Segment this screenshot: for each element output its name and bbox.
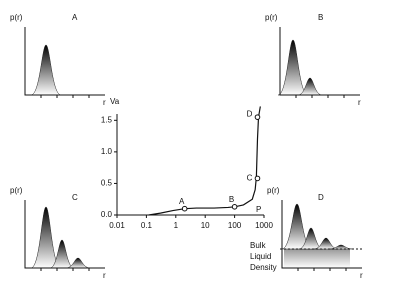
inset: p(r) Br: [265, 13, 361, 107]
peak: [30, 44, 62, 96]
bulk-label: Density: [250, 263, 277, 272]
inset-axes: [24, 27, 105, 96]
x-tick-label: 10: [201, 221, 210, 230]
bulk-fill: [284, 249, 350, 268]
point-label: A: [179, 197, 185, 206]
state-point: [181, 205, 188, 212]
inset: p(r) Dr Bulk Liquid Density: [250, 186, 363, 280]
curve: [148, 106, 261, 216]
bulk-label: Bulk: [250, 241, 267, 250]
main-chart: 0.0 0.5 1.0 1.5 0.01 0.1 1 10 100 1000 Va P A B C D: [101, 97, 274, 230]
x-tick-label: 100: [228, 221, 242, 230]
inset-label: B: [318, 13, 323, 22]
inset: p(r) Ar: [10, 13, 106, 107]
y-tick-label: 1.5: [101, 115, 113, 124]
insets: p(r) Ar p(r) Br p(r) Cr p(r) Dr Bulk Liquid Densit…: [10, 13, 363, 280]
inset: p(r) Cr: [10, 186, 106, 280]
peak: [49, 239, 75, 269]
point-label: C: [247, 173, 253, 182]
y-tick-label: 0.0: [101, 210, 113, 219]
peak: [277, 39, 309, 96]
x-tick-label: 1: [174, 221, 179, 230]
inset-label: A: [72, 13, 78, 22]
peak: [65, 257, 91, 269]
inset-axes: [24, 200, 105, 269]
inset-ylabel: p(r): [267, 186, 280, 195]
peak: [297, 77, 323, 96]
inset-xlabel: r: [103, 98, 106, 107]
inset-ylabel: p(r): [10, 186, 23, 195]
y-tick-label: 1.0: [101, 147, 113, 156]
state-point: [254, 175, 261, 182]
inset-ylabel: p(r): [265, 13, 278, 22]
x-tick-label: 0.01: [109, 221, 125, 230]
y-axis-label: Va: [110, 97, 120, 106]
inset-label: D: [318, 193, 324, 202]
state-point: [254, 114, 261, 120]
inset-axes: [281, 200, 362, 269]
axes: [116, 114, 264, 216]
x-tick-label: 0.1: [141, 221, 153, 230]
inset-xlabel: r: [103, 271, 106, 280]
inset-xlabel: r: [358, 98, 361, 107]
inset-axes: [279, 27, 360, 96]
point-label: D: [247, 109, 253, 118]
point-label: B: [229, 195, 234, 204]
x-axis-label: P: [256, 205, 261, 214]
bulk-label: Liquid: [250, 252, 271, 261]
x-tick-label: 1000: [255, 221, 273, 230]
inset-label: C: [72, 193, 78, 202]
state-point: [231, 203, 238, 210]
inset-xlabel: r: [360, 271, 363, 280]
inset-ylabel: p(r): [10, 13, 23, 22]
y-tick-label: 0.5: [101, 179, 113, 188]
